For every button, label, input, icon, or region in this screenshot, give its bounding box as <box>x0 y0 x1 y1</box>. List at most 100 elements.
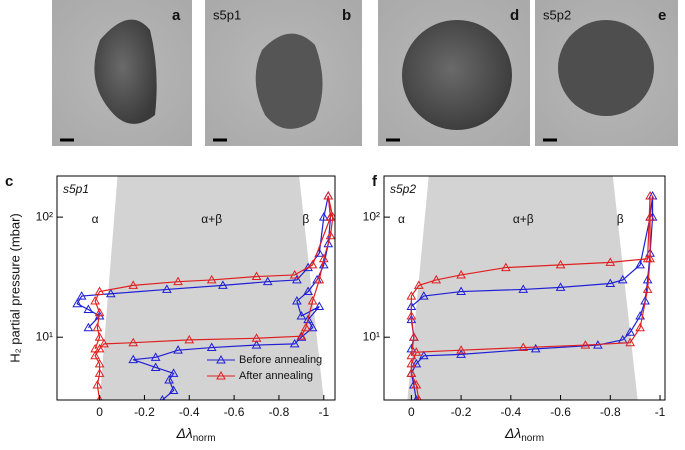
panel-letter: b <box>342 7 351 24</box>
data-point <box>456 286 466 296</box>
x-axis-label: Δλnorm <box>175 425 215 444</box>
data-point <box>296 331 307 340</box>
data-point <box>625 337 636 347</box>
data-point <box>150 352 161 361</box>
panel-letter: a <box>172 7 181 24</box>
x-tick-label: -0.4 <box>179 405 200 419</box>
data-point <box>625 327 636 336</box>
series-line <box>410 195 654 400</box>
panel-letter: d <box>510 7 519 24</box>
data-point <box>323 238 334 248</box>
data-point <box>94 368 105 377</box>
plot-area <box>406 176 658 400</box>
phase-label: α <box>92 212 99 226</box>
data-point <box>406 291 417 300</box>
phase-region <box>99 176 324 400</box>
panel-letter: c <box>5 173 13 190</box>
series-line <box>94 195 334 400</box>
data-point <box>72 298 83 308</box>
data-point <box>605 278 616 288</box>
plot-area <box>72 176 335 400</box>
series-line <box>76 195 332 400</box>
data-point <box>642 284 653 293</box>
data-point <box>90 296 100 305</box>
data-point <box>292 274 302 284</box>
particle <box>255 33 323 129</box>
data-point <box>168 385 179 394</box>
micrographs: a b d e s5p1 s5p2 <box>52 0 678 146</box>
axes-frame <box>383 175 666 401</box>
data-point <box>251 271 262 281</box>
y-tick-label: 10¹ <box>36 329 53 343</box>
data-point <box>292 296 302 305</box>
x-axis-label: Δλnorm <box>504 425 544 444</box>
data-point <box>555 282 566 291</box>
data-point <box>307 322 318 332</box>
x-axis-label-sub: norm <box>521 433 544 444</box>
data-point <box>411 358 422 368</box>
data-point <box>325 212 335 221</box>
data-point <box>456 269 466 279</box>
data-point <box>530 343 541 353</box>
particle <box>402 20 512 130</box>
data-point <box>500 262 511 272</box>
data-point <box>406 368 417 377</box>
x-tick-label: -1 <box>655 405 666 419</box>
data-point <box>456 345 466 354</box>
particle <box>94 19 157 124</box>
data-point <box>408 332 419 341</box>
data-point <box>645 212 655 221</box>
legend-label: After annealing <box>239 370 313 382</box>
particle <box>558 20 654 116</box>
data-point <box>128 280 139 289</box>
data-point <box>94 307 105 317</box>
x-tick-label: -0.8 <box>269 405 290 419</box>
data-point <box>173 276 183 286</box>
data-point <box>635 259 645 269</box>
phase-label: β <box>617 212 624 226</box>
data-point <box>318 253 329 263</box>
data-point <box>168 368 179 377</box>
data-point <box>289 269 300 279</box>
data-point <box>184 334 195 344</box>
data-point <box>418 291 429 300</box>
data-point <box>318 259 329 269</box>
data-point <box>325 230 335 240</box>
data-point <box>580 340 591 349</box>
data-point <box>605 257 616 266</box>
sample-label: s5p2 <box>543 7 571 22</box>
data-point <box>128 354 139 364</box>
data-point <box>105 288 116 298</box>
data-point <box>314 274 325 284</box>
phase-label: α+β <box>513 212 534 226</box>
series-line <box>410 195 651 400</box>
data-point <box>164 375 174 384</box>
phase-label: α+β <box>201 212 222 226</box>
data-point <box>406 350 417 360</box>
data-point <box>161 284 172 293</box>
data-point <box>99 338 109 348</box>
data-point <box>642 253 653 263</box>
legend-marker <box>216 370 226 380</box>
phase-label: β <box>302 212 309 226</box>
x-tick-label: -0.2 <box>451 405 472 419</box>
data-point <box>94 358 105 368</box>
data-point <box>83 304 94 314</box>
data-point <box>456 349 466 358</box>
data-point <box>251 333 262 342</box>
x-tick-label: 0 <box>96 405 103 419</box>
panel-letter: e <box>658 7 666 24</box>
data-point <box>218 280 228 289</box>
x-tick-label: -1 <box>318 405 329 419</box>
data-point <box>300 322 311 332</box>
data-point <box>406 311 417 320</box>
axes-frame <box>56 175 336 401</box>
data-point <box>645 190 655 200</box>
data-point <box>83 322 94 332</box>
data-point <box>303 286 313 296</box>
x-tick-label: -0.2 <box>134 405 155 419</box>
y-tick-label: 10¹ <box>363 329 380 343</box>
sample-label: s5p1 <box>63 182 89 196</box>
x-tick-label: -0.8 <box>600 405 621 419</box>
